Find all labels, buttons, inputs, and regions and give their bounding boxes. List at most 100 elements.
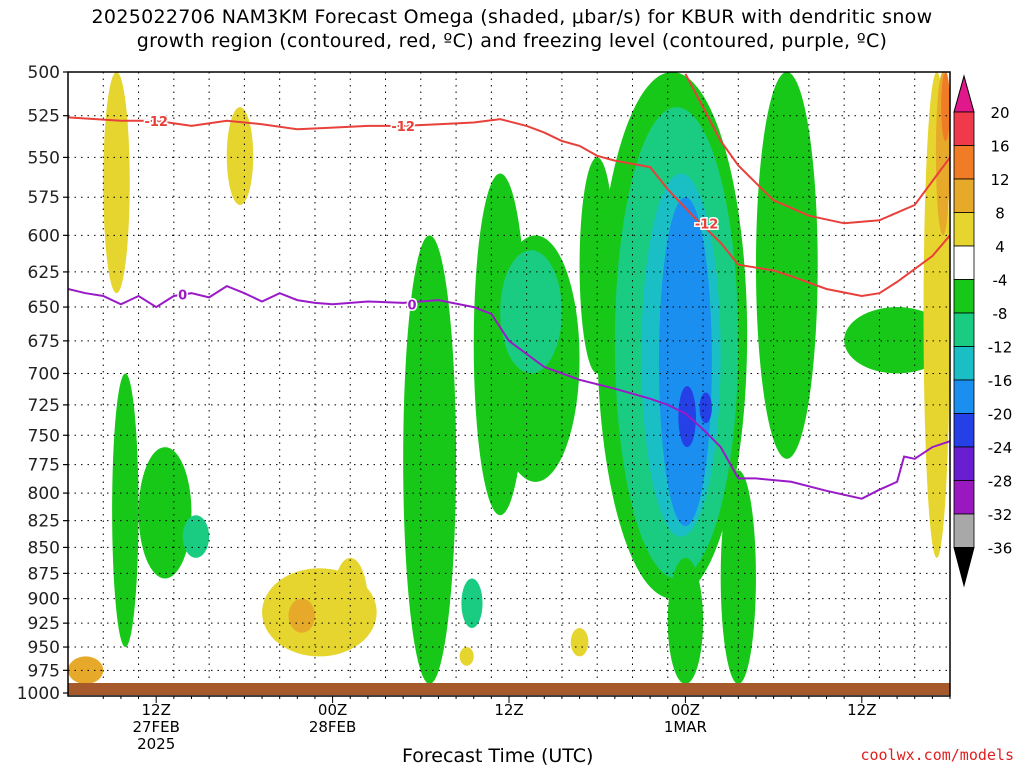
colorbar-bin	[953, 346, 975, 381]
colorbar-bin	[953, 279, 975, 314]
contour-label: 0	[178, 289, 187, 304]
y-tick-label: 950	[28, 638, 60, 658]
x-axis-title: Forecast Time (UTC)	[402, 745, 594, 767]
y-axis: 500 525 550 575 600 625 650 675 700 725 750 775 800 8…	[17, 63, 68, 704]
colorbar-bin	[953, 513, 975, 548]
colorbar-label: 16	[990, 138, 1009, 156]
contour-labels: -12 -12 -12 0 0	[143, 113, 720, 314]
omega-region	[579, 157, 615, 374]
colorbar-bin	[953, 212, 975, 247]
omega-region	[459, 647, 474, 666]
colorbar-bin	[953, 145, 975, 180]
contour-label: -12	[391, 120, 415, 135]
y-tick-label: 825	[28, 512, 60, 532]
colorbar-bin	[953, 446, 975, 481]
colorbar-bin	[953, 312, 975, 347]
y-tick-label: 750	[28, 426, 60, 446]
y-tick-label: 875	[28, 564, 60, 584]
x-tick-label: 28FEB	[309, 718, 356, 736]
colorbar-bin	[953, 480, 975, 515]
omega-region	[658, 197, 712, 527]
colorbar-max-arrow	[953, 74, 975, 113]
colorbar-label: -8	[993, 305, 1008, 323]
omega-region	[226, 107, 254, 205]
x-tick-label: 00Z	[318, 701, 347, 719]
omega-region	[570, 627, 589, 657]
colorbar-bin	[953, 413, 975, 448]
chart-title-line2: growth region (contoured, red, ºC) and f…	[136, 30, 888, 52]
contour-label: 0	[407, 298, 416, 313]
y-tick-label: 600	[28, 226, 60, 246]
colorbar-bin	[953, 111, 975, 146]
omega-region	[941, 72, 950, 141]
x-tick-label: 00Z	[671, 701, 700, 719]
omega-region	[182, 515, 210, 558]
y-tick-label: 775	[28, 456, 60, 476]
omega-region	[332, 557, 368, 648]
colorbar-label: 20	[990, 104, 1009, 122]
omega-region	[755, 72, 818, 459]
x-tick-label: 12Z	[847, 701, 876, 719]
dendritic-growth-contour	[684, 73, 950, 225]
chart-title-line1: 2025022706 NAM3KM Forecast Omega (shaded…	[91, 6, 933, 28]
dendritic-growth-contour	[68, 116, 950, 298]
omega-region	[103, 72, 130, 294]
colorbar-label: -32	[988, 506, 1013, 524]
y-tick-label: 575	[28, 188, 60, 208]
credit-text: coolwx.com/models	[860, 746, 1014, 764]
omega-region	[403, 235, 457, 684]
y-tick-label: 550	[28, 148, 60, 168]
omega-region	[678, 386, 696, 448]
x-tick-label: 12Z	[494, 701, 523, 719]
y-tick-label: 900	[28, 590, 60, 610]
omega-region	[720, 470, 756, 684]
colorbar-bin	[953, 379, 975, 414]
colorbar-label: -4	[993, 272, 1008, 290]
y-tick-label: 500	[28, 63, 60, 83]
omega-region	[667, 557, 704, 684]
colorbar-label: -20	[988, 406, 1013, 424]
contour-label: -12	[144, 115, 168, 130]
y-tick-label: 925	[28, 614, 60, 634]
y-tick-label: 625	[28, 263, 60, 283]
omega-shading	[68, 72, 950, 684]
x-tick-label: 1MAR	[664, 718, 707, 736]
y-tick-label: 675	[28, 332, 60, 352]
colorbar-bin	[953, 245, 975, 280]
omega-region	[138, 447, 192, 579]
colorbar-label: -24	[988, 439, 1013, 457]
colorbar-label: -16	[988, 372, 1013, 390]
y-tick-label: 800	[28, 484, 60, 504]
y-tick-label: 700	[28, 364, 60, 384]
omega-region	[112, 373, 139, 648]
omega-region	[699, 392, 712, 424]
omega-region	[68, 656, 104, 684]
freezing-level-contour	[68, 284, 950, 500]
colorbar-min-arrow	[953, 547, 975, 588]
x-tick-label: 27FEB	[132, 718, 179, 736]
colorbar-label: 8	[995, 205, 1005, 223]
y-tick-label: 850	[28, 538, 60, 558]
omega-region	[461, 578, 483, 628]
omega-region	[844, 307, 950, 374]
contour-lines	[68, 73, 950, 500]
omega-region	[500, 250, 562, 374]
y-tick-label: 975	[28, 661, 60, 681]
y-tick-label: 650	[28, 298, 60, 318]
colorbar-label: -28	[988, 473, 1013, 491]
surface-terrain	[68, 683, 950, 695]
colorbar-label: -12	[988, 339, 1013, 357]
y-tick-label: 725	[28, 396, 60, 416]
colorbar: 20 16 12 8 4 -4 -8 -12 -16 -20 -24 -28 -32 -36	[953, 74, 1013, 588]
colorbar-label: 4	[995, 238, 1005, 256]
y-tick-label: 1000	[17, 684, 60, 704]
colorbar-label: 12	[990, 171, 1009, 189]
omega-region	[288, 598, 315, 633]
x-tick-label: 2025	[137, 735, 175, 753]
colorbar-bin	[953, 178, 975, 213]
x-tick-label: 12Z	[142, 701, 171, 719]
y-tick-label: 525	[28, 107, 60, 127]
grid-lines	[68, 72, 951, 693]
